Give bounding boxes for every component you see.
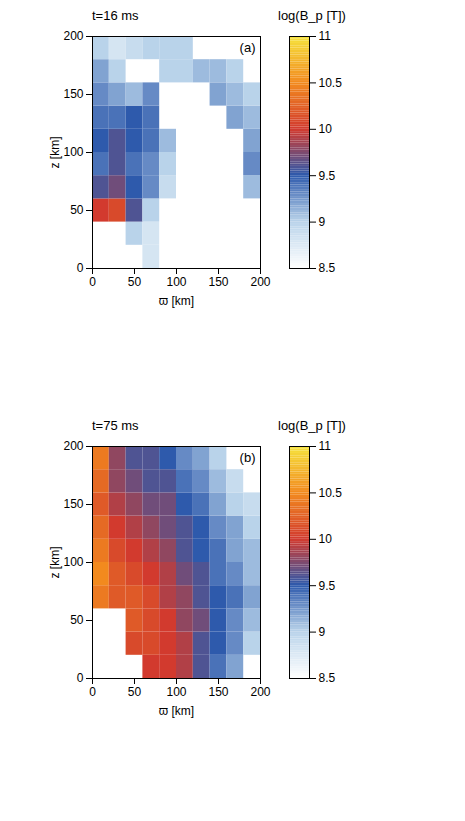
svg-text:150: 150 — [63, 87, 83, 101]
svg-text:200: 200 — [250, 275, 270, 289]
svg-text:z [km]: z [km] — [48, 137, 62, 169]
svg-text:(a): (a) — [240, 40, 256, 55]
svg-text:100: 100 — [166, 275, 186, 289]
svg-text:150: 150 — [63, 497, 83, 511]
svg-text:100: 100 — [166, 685, 186, 699]
svg-text:10.5: 10.5 — [319, 76, 343, 90]
svg-text:(b): (b) — [240, 450, 256, 465]
svg-text:0: 0 — [89, 685, 96, 699]
svg-text:8.5: 8.5 — [319, 261, 336, 275]
svg-text:200: 200 — [63, 439, 83, 453]
svg-text:100: 100 — [63, 145, 83, 159]
svg-text:100: 100 — [63, 555, 83, 569]
svg-text:9: 9 — [319, 625, 326, 639]
svg-text:0: 0 — [77, 671, 84, 685]
svg-text:50: 50 — [128, 275, 142, 289]
svg-text:150: 150 — [208, 275, 228, 289]
svg-text:10: 10 — [319, 532, 333, 546]
svg-text:11: 11 — [319, 29, 332, 43]
svg-text:z [km]: z [km] — [48, 547, 62, 579]
svg-text:9.5: 9.5 — [319, 579, 336, 593]
svg-text:0: 0 — [89, 275, 96, 289]
svg-text:9: 9 — [319, 215, 326, 229]
svg-text:50: 50 — [70, 613, 84, 627]
svg-text:50: 50 — [128, 685, 142, 699]
svg-text:10: 10 — [319, 122, 333, 136]
svg-text:200: 200 — [63, 29, 83, 43]
svg-text:10.5: 10.5 — [319, 486, 343, 500]
svg-text:ϖ [km]: ϖ [km] — [159, 704, 194, 718]
html-text:log(B_p [T]): log(B_p [T]) — [278, 418, 346, 433]
svg-text:0: 0 — [77, 261, 84, 275]
svg-text:9.5: 9.5 — [319, 169, 336, 183]
svg-text:8.5: 8.5 — [319, 671, 336, 685]
svg-text:11: 11 — [319, 439, 332, 453]
html-text:log(B_p [T]): log(B_p [T]) — [278, 8, 346, 23]
svg-text:200: 200 — [250, 685, 270, 699]
svg-text:ϖ [km]: ϖ [km] — [159, 294, 194, 308]
svg-text:50: 50 — [70, 203, 84, 217]
html-text:t=16 ms: t=16 ms — [92, 8, 139, 23]
svg-text:150: 150 — [208, 685, 228, 699]
html-text:t=75 ms: t=75 ms — [92, 418, 139, 433]
